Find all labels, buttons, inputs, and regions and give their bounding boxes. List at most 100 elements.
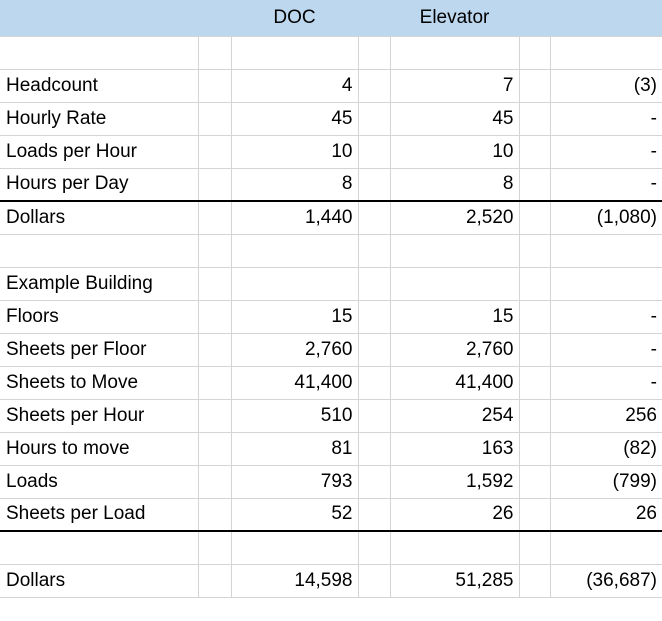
row-label[interactable]: Hourly Rate — [0, 101, 199, 136]
difference-value[interactable]: (3) — [549, 68, 662, 103]
spacer-cell[interactable] — [197, 68, 232, 103]
spacer-cell[interactable] — [357, 68, 391, 103]
spacer-cell[interactable] — [197, 299, 232, 334]
elevator-value[interactable]: 254 — [389, 398, 520, 433]
elevator-value[interactable] — [389, 35, 520, 70]
doc-value[interactable]: 41,400 — [230, 365, 359, 400]
elevator-value[interactable]: 163 — [389, 431, 520, 466]
difference-value[interactable]: 256 — [549, 398, 662, 433]
doc-value[interactable]: 8 — [230, 167, 359, 202]
elevator-value[interactable]: 51,285 — [389, 563, 520, 598]
elevator-value[interactable]: 15 — [389, 299, 520, 334]
row-label[interactable]: Loads — [0, 464, 199, 499]
row-label[interactable] — [0, 233, 199, 268]
spacer-cell[interactable] — [518, 563, 551, 598]
doc-value[interactable] — [230, 530, 359, 565]
spacer-cell[interactable] — [357, 35, 391, 70]
row-label[interactable]: Sheets per Hour — [0, 398, 199, 433]
spacer-cell[interactable] — [518, 266, 551, 301]
elevator-value[interactable]: 2,520 — [389, 200, 520, 235]
spacer-cell[interactable] — [518, 200, 551, 235]
doc-value[interactable]: 4 — [230, 68, 359, 103]
difference-value[interactable]: (36,687) — [549, 563, 662, 598]
header-elevator[interactable]: Elevator — [390, 0, 519, 37]
difference-value[interactable]: 26 — [549, 497, 662, 532]
row-label[interactable]: Loads per Hour — [0, 134, 199, 169]
spacer-cell[interactable] — [357, 101, 391, 136]
elevator-value[interactable] — [389, 530, 520, 565]
doc-value[interactable]: 10 — [230, 134, 359, 169]
difference-value[interactable]: - — [549, 167, 662, 202]
row-label[interactable]: Dollars — [0, 200, 199, 235]
spacer-cell[interactable] — [518, 35, 551, 70]
difference-value[interactable]: - — [549, 134, 662, 169]
spacer-cell[interactable] — [518, 365, 551, 400]
elevator-value[interactable]: 26 — [389, 497, 520, 532]
elevator-value[interactable] — [389, 233, 520, 268]
spacer-cell[interactable] — [197, 233, 232, 268]
difference-value[interactable]: - — [549, 101, 662, 136]
doc-value[interactable]: 45 — [230, 101, 359, 136]
difference-value[interactable] — [549, 266, 662, 301]
row-label[interactable]: Sheets to Move — [0, 365, 199, 400]
doc-value[interactable]: 793 — [230, 464, 359, 499]
row-label[interactable] — [0, 530, 199, 565]
cell[interactable] — [519, 0, 550, 37]
elevator-value[interactable]: 8 — [389, 167, 520, 202]
doc-value[interactable]: 15 — [230, 299, 359, 334]
spacer-cell[interactable] — [357, 464, 391, 499]
difference-value[interactable]: (82) — [549, 431, 662, 466]
row-label[interactable]: Hours per Day — [0, 167, 199, 202]
doc-value[interactable]: 14,598 — [230, 563, 359, 598]
spacer-cell[interactable] — [357, 200, 391, 235]
header-doc[interactable]: DOC — [231, 0, 358, 37]
spacer-cell[interactable] — [518, 431, 551, 466]
cell[interactable] — [0, 0, 198, 37]
row-label[interactable]: Dollars — [0, 563, 199, 598]
elevator-value[interactable]: 2,760 — [389, 332, 520, 367]
spacer-cell[interactable] — [197, 167, 232, 202]
elevator-value[interactable]: 1,592 — [389, 464, 520, 499]
spacer-cell[interactable] — [518, 233, 551, 268]
spacer-cell[interactable] — [357, 167, 391, 202]
doc-value[interactable]: 52 — [230, 497, 359, 532]
spacer-cell[interactable] — [518, 332, 551, 367]
spacer-cell[interactable] — [518, 497, 551, 532]
elevator-value[interactable]: 7 — [389, 68, 520, 103]
spacer-cell[interactable] — [357, 398, 391, 433]
cell[interactable] — [198, 0, 231, 37]
elevator-value[interactable] — [389, 266, 520, 301]
doc-value[interactable] — [230, 233, 359, 268]
cell[interactable] — [550, 0, 662, 37]
spacer-cell[interactable] — [518, 464, 551, 499]
doc-value[interactable] — [230, 35, 359, 70]
spacer-cell[interactable] — [197, 497, 232, 532]
spacer-cell[interactable] — [197, 332, 232, 367]
difference-value[interactable]: (1,080) — [549, 200, 662, 235]
spacer-cell[interactable] — [357, 563, 391, 598]
elevator-value[interactable]: 41,400 — [389, 365, 520, 400]
spacer-cell[interactable] — [518, 101, 551, 136]
row-label[interactable]: Example Building — [0, 266, 199, 301]
spacer-cell[interactable] — [197, 398, 232, 433]
elevator-value[interactable]: 45 — [389, 101, 520, 136]
spacer-cell[interactable] — [357, 530, 391, 565]
spacer-cell[interactable] — [357, 266, 391, 301]
doc-value[interactable]: 81 — [230, 431, 359, 466]
row-label[interactable]: Floors — [0, 299, 199, 334]
difference-value[interactable]: - — [549, 365, 662, 400]
doc-value[interactable] — [230, 266, 359, 301]
row-label[interactable]: Sheets per Load — [0, 497, 199, 532]
spacer-cell[interactable] — [357, 299, 391, 334]
elevator-value[interactable]: 10 — [389, 134, 520, 169]
spacer-cell[interactable] — [197, 530, 232, 565]
spacer-cell[interactable] — [518, 530, 551, 565]
spacer-cell[interactable] — [357, 365, 391, 400]
difference-value[interactable]: (799) — [549, 464, 662, 499]
doc-value[interactable]: 2,760 — [230, 332, 359, 367]
spacer-cell[interactable] — [357, 233, 391, 268]
difference-value[interactable] — [549, 233, 662, 268]
spacer-cell[interactable] — [197, 266, 232, 301]
row-label[interactable]: Hours to move — [0, 431, 199, 466]
row-label[interactable]: Headcount — [0, 68, 199, 103]
